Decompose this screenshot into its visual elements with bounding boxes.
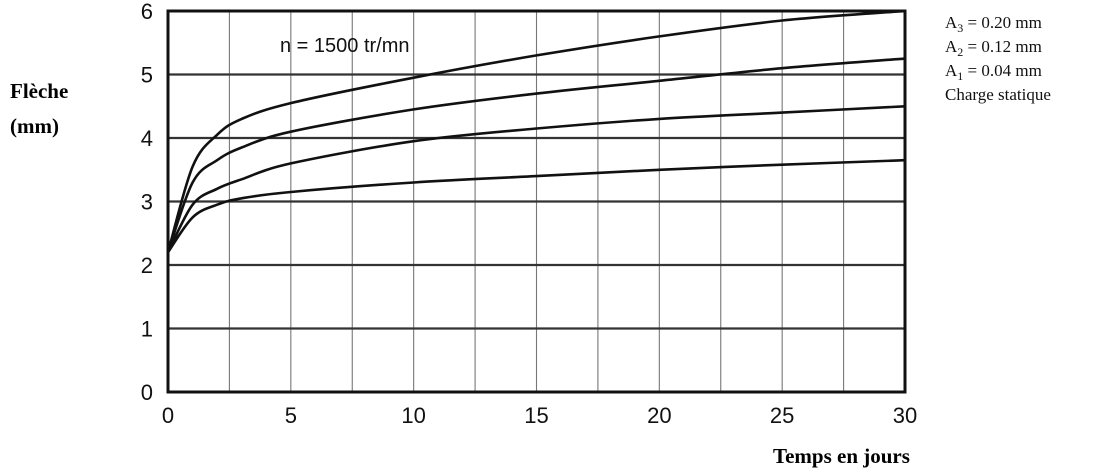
y-tick-label: 0 — [141, 380, 153, 405]
x-tick-label: 20 — [647, 403, 671, 428]
series-line-4 — [166, 158, 906, 254]
series-lines — [166, 9, 906, 254]
x-tick-label: 10 — [401, 403, 425, 428]
y-tick-label: 4 — [141, 126, 153, 151]
plot-frame — [166, 9, 907, 394]
legend-entry-3: A1 = 0.04 mm — [945, 61, 1042, 83]
legend-entry-4: Charge statique — [945, 85, 1051, 104]
legend-entry-2: A2 = 0.12 mm — [945, 37, 1042, 59]
series-line-1 — [166, 9, 906, 253]
x-tick-label: 30 — [893, 403, 917, 428]
y-tick-label: 1 — [141, 317, 153, 342]
legend-entry-1: A3 = 0.20 mm — [945, 13, 1042, 35]
x-tick-label: 25 — [770, 403, 794, 428]
series-line-3 — [166, 105, 906, 253]
x-tick-label: 5 — [285, 403, 297, 428]
y-tick-labels: 0 1 2 3 4 5 6 — [141, 0, 153, 405]
y-tick-label: 6 — [141, 0, 153, 24]
x-tick-label: 0 — [162, 403, 174, 428]
y-tick-label: 3 — [141, 190, 153, 215]
speed-annotation: n = 1500 tr/mn — [280, 35, 410, 57]
x-tick-labels: 0 5 10 15 20 25 30 — [162, 403, 917, 428]
y-axis-label-line1: Flèche — [10, 79, 68, 103]
y-axis-label-line2: (mm) — [10, 114, 59, 138]
x-tick-label: 15 — [524, 403, 548, 428]
x-axis-label: Temps en jours — [773, 444, 910, 468]
y-tick-label: 5 — [141, 63, 153, 88]
y-tick-label: 2 — [141, 253, 153, 278]
series-line-2 — [166, 57, 906, 253]
plot-border — [166, 9, 907, 394]
